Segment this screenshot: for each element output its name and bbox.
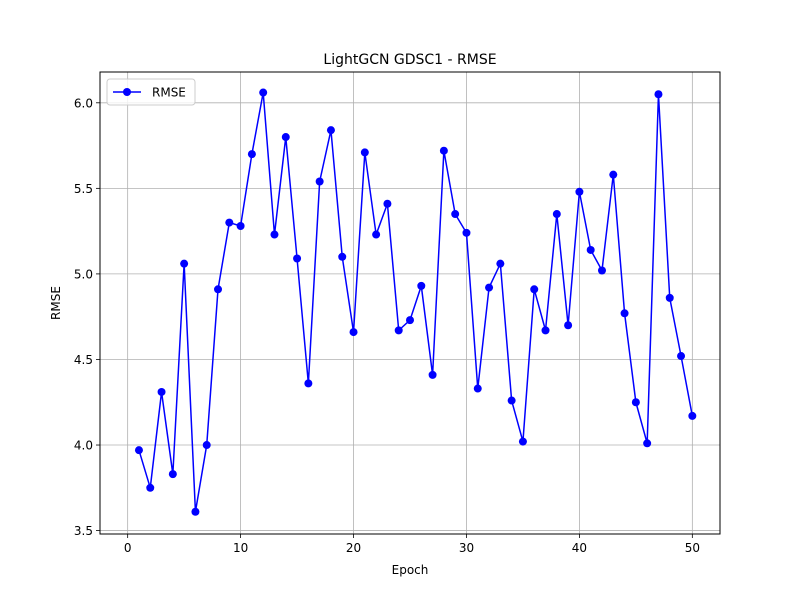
chart-title: LightGCN GDSC1 - RMSE [323, 52, 496, 68]
y-tick-label: 4.5 [74, 353, 93, 367]
data-point [383, 199, 392, 208]
data-point [417, 281, 426, 290]
data-point [428, 370, 437, 379]
data-point [304, 379, 313, 388]
x-tick-label: 30 [459, 541, 474, 555]
data-point [665, 293, 674, 302]
data-point [439, 146, 448, 155]
data-point [575, 187, 584, 196]
data-point [191, 507, 200, 516]
data-point [688, 411, 697, 420]
data-point [326, 126, 335, 135]
x-axis-label: Epoch [392, 563, 429, 577]
x-tick-label: 10 [233, 541, 248, 555]
data-point [315, 177, 324, 186]
y-tick-label: 5.5 [74, 182, 93, 196]
data-point [338, 252, 347, 261]
x-tick-label: 20 [346, 541, 361, 555]
data-point [293, 254, 302, 263]
data-point [202, 441, 211, 450]
data-point [270, 230, 279, 239]
legend-box [106, 78, 196, 106]
data-point [654, 90, 663, 99]
data-point [631, 398, 640, 407]
data-point [530, 285, 539, 294]
data-point [473, 384, 482, 393]
y-tick-label: 3.5 [74, 524, 93, 538]
data-point [134, 446, 143, 455]
data-point [677, 352, 686, 361]
legend: RMSE [106, 78, 196, 106]
data-point [496, 259, 505, 268]
marker-layer [134, 88, 697, 516]
data-point [180, 259, 189, 268]
y-axis-label: RMSE [49, 286, 63, 320]
data-point [146, 483, 155, 492]
x-tick-label: 0 [124, 541, 132, 555]
data-point [518, 437, 527, 446]
data-point [451, 210, 460, 219]
data-point [394, 326, 403, 335]
data-point [281, 133, 290, 142]
data-point [372, 230, 381, 239]
tick-layer: 0 10 20 30 40 50 3.5 4.0 4.5 5.0 5.5 6.0 [74, 96, 700, 555]
data-point [507, 396, 516, 405]
data-point [157, 387, 166, 396]
data-point [541, 326, 550, 335]
data-point [586, 245, 595, 254]
data-point [609, 170, 618, 179]
data-point [360, 148, 369, 157]
data-point [247, 150, 256, 159]
data-point [225, 218, 234, 227]
data-point [259, 88, 268, 97]
plot-frame [99, 71, 721, 535]
data-point [620, 309, 629, 318]
data-point [552, 210, 561, 219]
y-tick-label: 5.0 [74, 267, 93, 281]
legend-label: RMSE [152, 86, 186, 100]
data-point [485, 283, 494, 292]
data-point [236, 222, 245, 230]
data-point [214, 285, 223, 294]
x-tick-label: 50 [685, 541, 700, 555]
data-point [349, 328, 358, 337]
y-tick-label: 4.0 [74, 439, 93, 453]
y-tick-label: 6.0 [74, 96, 93, 110]
x-tick-label: 40 [572, 541, 587, 555]
data-point [564, 321, 573, 330]
data-point [597, 266, 606, 275]
data-point [168, 470, 177, 479]
data-point [406, 316, 414, 325]
data-point [643, 439, 652, 448]
legend-marker-swatch [123, 88, 131, 96]
data-point [462, 228, 471, 237]
